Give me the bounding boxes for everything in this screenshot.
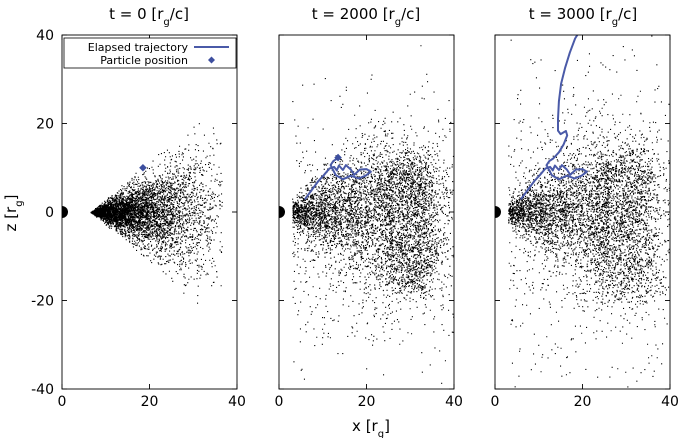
panels: 0 20 40 -40 -20 0 20 40 0 20 40 0 20 40 xyxy=(31,28,679,410)
legend-box xyxy=(63,37,237,69)
legend-diamond-particle xyxy=(208,56,215,64)
x-tick-label: 40 xyxy=(661,394,679,410)
x-tick-label: 40 xyxy=(445,394,463,410)
y-tick-label: -40 xyxy=(31,382,54,398)
y-tick-label: 20 xyxy=(36,117,54,133)
particle-cloud xyxy=(292,45,454,389)
elapsed-trajectory xyxy=(304,156,372,200)
particle-cloud xyxy=(90,123,223,304)
elapsed-trajectory xyxy=(520,35,588,200)
panel-title-3: t = 3000 [rg/c] xyxy=(529,5,637,28)
legend-label-particle: Particle position xyxy=(100,54,188,67)
panel-3: 0 20 40 xyxy=(491,34,679,410)
y-axis-label: z [rg] xyxy=(2,195,25,232)
panel-title-2: t = 2000 [rg/c] xyxy=(312,5,420,28)
y-tick-label: -20 xyxy=(31,294,54,310)
particle-position-marker xyxy=(334,153,342,162)
x-tick-label: 40 xyxy=(228,394,246,410)
x-tick-label: 0 xyxy=(58,394,67,410)
x-tick-label: 0 xyxy=(491,394,500,410)
panel-1: 0 20 40 -40 -20 0 20 40 xyxy=(31,28,246,410)
y-tick-label: 40 xyxy=(36,28,54,44)
legend-label-trajectory: Elapsed trajectory xyxy=(88,41,189,54)
x-tick-label: 20 xyxy=(141,394,159,410)
x-tick-label: 20 xyxy=(358,394,376,410)
y-tick-label: 0 xyxy=(45,205,54,221)
plot-frame xyxy=(494,34,671,390)
particle-cloud xyxy=(508,35,670,388)
panel-2: 0 20 40 xyxy=(275,34,463,410)
x-tick-label: 20 xyxy=(574,394,592,410)
legend: Elapsed trajectory Particle position xyxy=(63,37,237,69)
x-axis-label: x [rg] xyxy=(352,417,390,438)
particle-position-marker xyxy=(139,163,147,172)
panel-title-1: t = 0 [rg/c] xyxy=(109,5,189,28)
x-tick-label: 0 xyxy=(275,394,284,410)
